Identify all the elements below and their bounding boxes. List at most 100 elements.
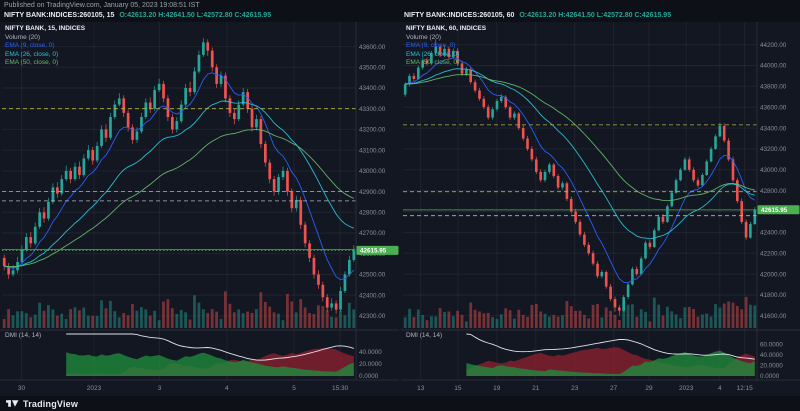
candlestick-chart-60m[interactable]: 44200.00 44000.00 43800.00 43600.00 43400.00…	[401, 22, 800, 396]
volume-bar	[117, 317, 121, 328]
volume-bar	[482, 313, 486, 328]
candle-body	[456, 50, 459, 64]
dmi-axis-label: 40.0000	[359, 349, 382, 356]
candle-body	[197, 54, 201, 72]
volume-bar	[38, 302, 41, 328]
candle-body	[87, 150, 90, 159]
candle-body	[233, 112, 236, 120]
time-axis-label: 29	[645, 385, 653, 392]
candle-body	[403, 84, 407, 95]
volume-bar	[430, 316, 433, 328]
volume-bar	[51, 309, 55, 328]
volume-bar	[343, 315, 347, 328]
candle-body	[657, 216, 660, 231]
volume-bar	[294, 312, 298, 328]
plus-di-area	[466, 350, 755, 376]
candle-body	[596, 263, 599, 277]
volume-bar	[179, 309, 183, 328]
candle-body	[569, 199, 573, 212]
symbol-header-right: NIFTY BANK:INDICES:260105, 60 O:42613.20…	[404, 12, 671, 19]
volume-bar	[339, 310, 342, 328]
candle-body	[2, 257, 6, 267]
volume-bar	[473, 309, 477, 328]
volume-bar	[451, 316, 455, 328]
volume-bar	[443, 312, 446, 328]
candle-body	[604, 272, 608, 287]
candle-body	[82, 158, 86, 175]
candle-body	[135, 131, 139, 140]
volume-bar	[290, 301, 294, 328]
volume-bar	[42, 310, 46, 328]
volume-bar	[657, 304, 661, 328]
candle-body	[438, 46, 442, 55]
volume-bar	[86, 315, 90, 328]
candle-body	[325, 297, 329, 308]
candle-body	[434, 46, 438, 53]
volume-bar	[55, 315, 59, 328]
candle-body	[679, 169, 682, 181]
footer-bar: TradingView	[0, 396, 800, 411]
volume-bar	[24, 313, 28, 328]
candle-body	[469, 69, 472, 83]
price-axis-label: 43400.00	[359, 85, 386, 92]
time-axis-label: 12:15	[736, 385, 753, 392]
candle-body	[626, 284, 630, 297]
candle-body	[202, 42, 205, 55]
volume-bar	[574, 310, 577, 328]
ema50-line	[4, 128, 354, 268]
candle-body	[731, 159, 735, 181]
candle-body	[126, 112, 130, 128]
price-axis-label: 43400.00	[760, 125, 787, 132]
price-axis-label: 42800.00	[359, 210, 386, 217]
volume-bar	[652, 297, 656, 328]
adx-line	[466, 333, 755, 360]
tradingview-brand[interactable]: TradingView	[23, 398, 79, 409]
candle-body	[281, 170, 285, 178]
tradingview-logo-icon[interactable]	[6, 398, 19, 409]
dmi-axis-label: 0.0000	[359, 373, 379, 380]
symbol-name-right: NIFTY BANK:INDICES:260105, 60	[404, 11, 515, 19]
volume-bar	[735, 305, 739, 328]
candle-body	[104, 129, 108, 138]
candle-body	[609, 286, 612, 300]
candle-body	[184, 88, 187, 105]
candle-body	[749, 224, 752, 238]
volume-bar	[539, 311, 543, 328]
price-axis-label: 41800.00	[760, 292, 787, 299]
volume-bar	[122, 313, 126, 328]
candle-body	[188, 88, 192, 93]
volume-bar	[714, 304, 717, 328]
candle-body	[206, 42, 210, 51]
candle-body	[613, 299, 617, 308]
volume-bar	[456, 310, 459, 328]
volume-bar	[100, 300, 103, 328]
candle-body	[255, 119, 258, 128]
volume-bar	[215, 311, 218, 328]
time-axis-label: 5	[292, 385, 296, 392]
volume-bar	[408, 308, 411, 328]
candle-body	[495, 100, 499, 110]
volume-bar	[679, 318, 682, 328]
volume-bar	[465, 321, 468, 328]
price-axis-label: 44200.00	[760, 42, 787, 49]
candle-body	[95, 146, 99, 161]
time-axis-label: 15:30	[332, 385, 349, 392]
volume-bar	[403, 317, 407, 328]
candle-body	[631, 268, 634, 285]
dmi-axis-label: 0.0000	[760, 373, 780, 380]
volume-bar	[272, 312, 276, 328]
dmi-axis-label: 20.0000	[359, 361, 382, 368]
volume-bar	[635, 316, 639, 328]
volume-bar	[193, 295, 196, 328]
candle-body	[683, 159, 687, 170]
candle-body	[268, 162, 272, 180]
candle-body	[561, 183, 564, 188]
volume-bar	[569, 306, 573, 328]
candle-body	[330, 303, 333, 308]
candle-body	[148, 102, 152, 109]
volume-bar	[749, 304, 752, 328]
chart-panel-15m: 43600.00 43500.00 43400.00 43300.00 43200.00…	[0, 22, 399, 396]
price-axis-label: 43100.00	[359, 147, 386, 154]
candle-body	[443, 48, 446, 56]
candlestick-chart-15m[interactable]: 43600.00 43500.00 43400.00 43300.00 43200.00…	[0, 22, 399, 396]
